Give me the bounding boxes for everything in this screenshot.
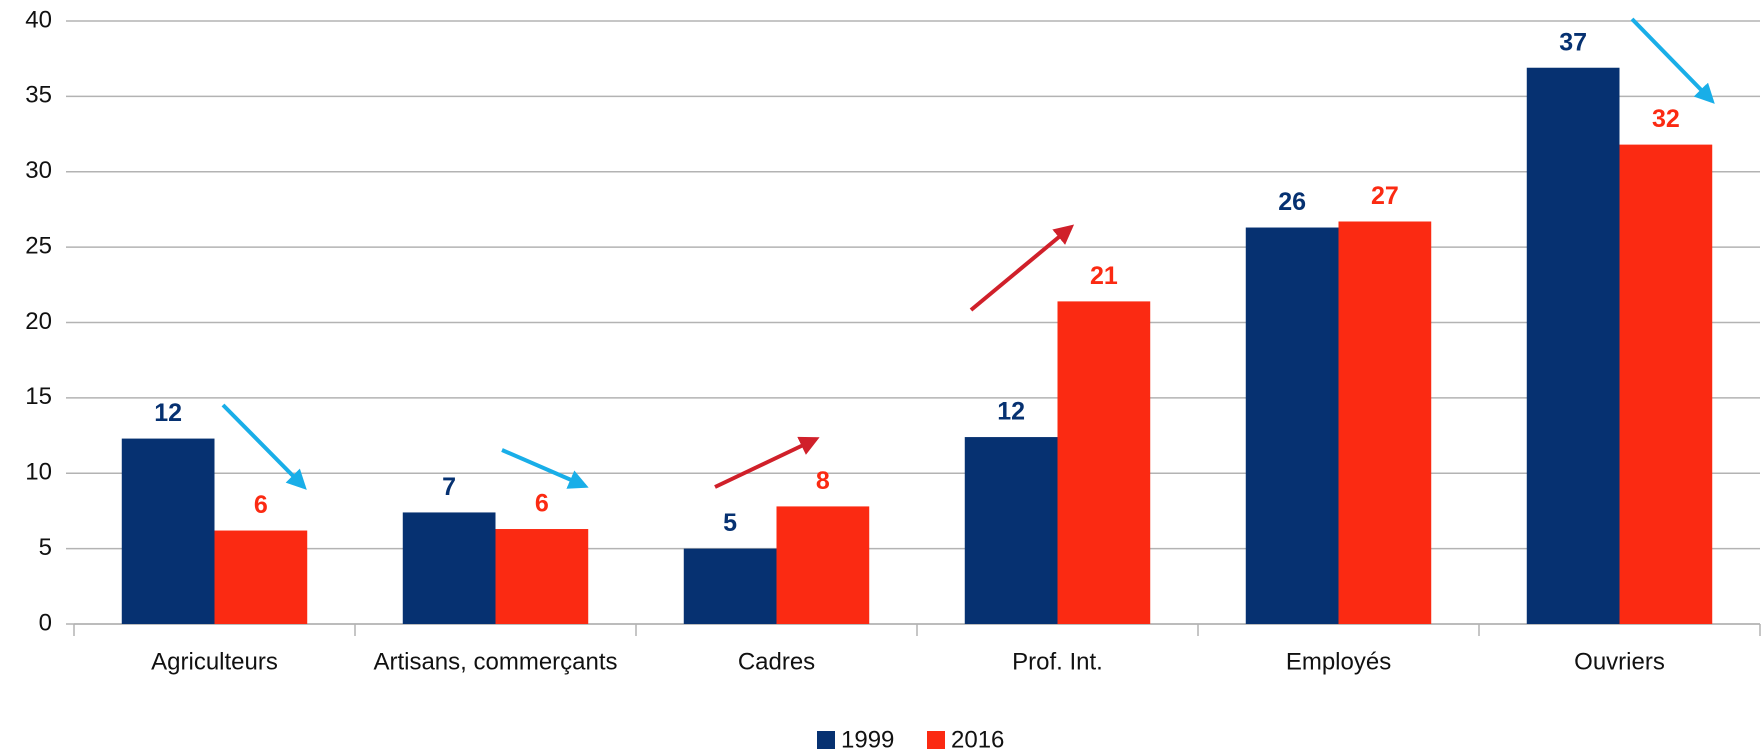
bar (1526, 67, 1620, 625)
data-label: 12 (997, 398, 1025, 426)
bar (964, 437, 1058, 624)
data-label: 37 (1559, 28, 1587, 56)
data-label: 5 (723, 509, 737, 537)
x-tick-label: Artisans, commerçants (373, 648, 617, 675)
y-tick-label: 20 (25, 308, 52, 335)
data-label: 7 (442, 473, 456, 501)
data-label: 6 (254, 491, 268, 519)
y-tick-label: 10 (25, 459, 52, 486)
data-label: 12 (154, 399, 182, 427)
x-tick-label: Employés (1286, 648, 1391, 675)
bar (1619, 144, 1713, 625)
bar (1338, 221, 1432, 624)
arrow-up (714, 436, 820, 489)
y-tick-label: 15 (25, 383, 52, 410)
y-tick-label: 30 (25, 157, 52, 184)
x-tick-label: Agriculteurs (151, 648, 278, 675)
bar (683, 548, 777, 624)
data-label: 8 (816, 467, 830, 495)
arrow-down (221, 403, 307, 490)
annotation-arrows (221, 17, 1715, 490)
y-tick-label: 35 (25, 82, 52, 109)
y-tick-label: 25 (25, 232, 52, 259)
data-label: 27 (1371, 182, 1399, 210)
x-tick-label: Prof. Int. (1012, 648, 1103, 675)
y-tick-label: 0 (39, 609, 52, 636)
bar (1057, 301, 1151, 624)
arrow-down (501, 448, 589, 489)
arrow-up (969, 224, 1075, 312)
bar (214, 530, 308, 624)
data-label: 26 (1278, 188, 1306, 216)
data-label: 21 (1090, 262, 1118, 290)
legend-label: 2016 (951, 726, 1004, 752)
x-tick-label: Cadres (738, 648, 815, 675)
data-label: 32 (1652, 105, 1680, 133)
bar (402, 512, 496, 624)
bar (121, 438, 215, 624)
y-tick-label: 5 (39, 534, 52, 561)
bar (1245, 227, 1339, 624)
legend-swatch (927, 731, 945, 749)
arrow-down (1630, 17, 1715, 104)
x-tick-label: Ouvriers (1574, 648, 1665, 675)
legend-swatch (817, 731, 835, 749)
data-label: 6 (535, 490, 549, 518)
bar (495, 529, 589, 624)
y-tick-label: 40 (25, 6, 52, 33)
legend-label: 1999 (841, 726, 894, 752)
bar (776, 506, 870, 624)
